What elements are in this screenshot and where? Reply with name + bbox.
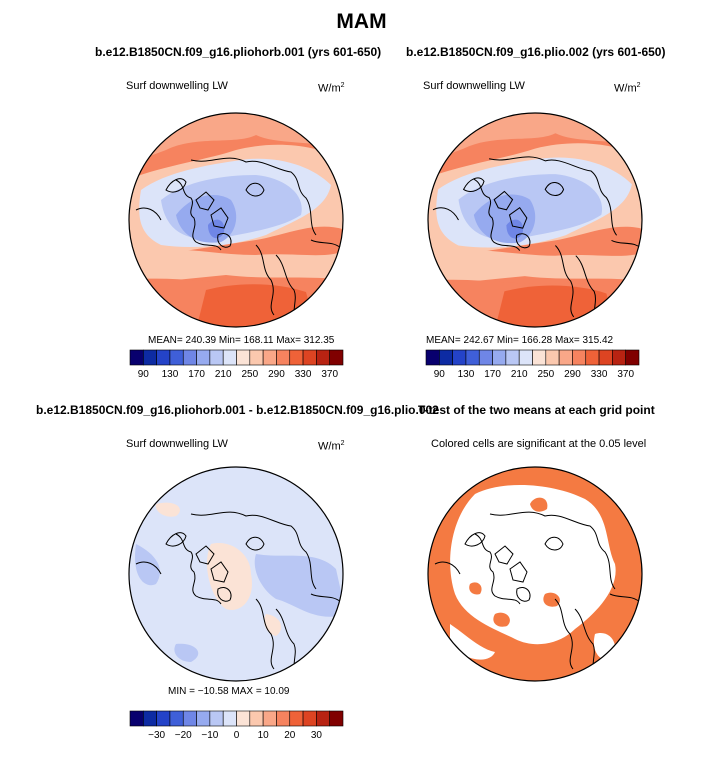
- panel-1-variable-label: Surf downwelling LW: [126, 80, 228, 92]
- panel-2-colorbar: 90 130 170 210 250 290 330 370: [425, 349, 640, 380]
- colorbar-box: [558, 349, 573, 366]
- colorbar-box: [518, 349, 533, 366]
- colorbar-box: [532, 349, 547, 366]
- colorbar-box: [143, 349, 157, 366]
- colorbar-tick-label: 130: [162, 369, 179, 380]
- colorbar-tick-label: 250: [241, 369, 258, 380]
- colorbar-box: [289, 710, 304, 727]
- colorbar-box: [545, 349, 560, 366]
- colorbar-tick-label: 30: [311, 730, 323, 741]
- colorbar-box: [196, 349, 211, 366]
- colorbar-box: [276, 710, 291, 727]
- colorbar-tick-label: 0: [234, 730, 240, 741]
- colorbar-box: [236, 710, 251, 727]
- colorbar-box: [276, 349, 291, 366]
- panel-3-colorbar: −30 −20 −10 0 10 20 30: [129, 710, 344, 741]
- colorbar-box: [439, 349, 453, 366]
- colorbar-box: [465, 349, 480, 366]
- colorbar-tick-label: 290: [564, 369, 581, 380]
- colorbar-box: [302, 349, 317, 366]
- colorbar-tick-label: 370: [321, 369, 338, 380]
- panel-3-unit-label: W/m2: [318, 440, 345, 453]
- colorbar-tick-label: −10: [201, 730, 218, 741]
- panel-1-stats: MEAN= 240.39 Min= 168.11 Max= 312.35: [148, 335, 335, 346]
- colorbar-box: [156, 349, 171, 366]
- colorbar-box: [209, 349, 224, 366]
- colorbar-tick-label: 20: [284, 730, 296, 741]
- colorbar-tick-label: 250: [537, 369, 554, 380]
- colorbar-box: [222, 710, 237, 727]
- colorbar-box: [129, 710, 144, 727]
- colorbar-tick-label: 170: [484, 369, 501, 380]
- panel-1-title: b.e12.B1850CN.f09_g16.pliohorb.001 (yrs …: [95, 45, 382, 59]
- colorbar-box: [572, 349, 587, 366]
- colorbar-box: [209, 710, 224, 727]
- colorbar-box: [478, 349, 493, 366]
- panel-4-note: Colored cells are significant at the 0.0…: [431, 438, 647, 450]
- figure-title: MAM: [336, 10, 387, 33]
- colorbar-box: [143, 710, 157, 727]
- panel-2-unit-label: W/m2: [614, 82, 641, 95]
- colorbar-box: [625, 349, 640, 366]
- colorbar-tick-label: 290: [268, 369, 285, 380]
- colorbar-box: [182, 710, 197, 727]
- colorbar-tick-label: 370: [617, 369, 634, 380]
- colorbar-box: [169, 710, 184, 727]
- colorbar-box: [316, 710, 330, 727]
- colorbar-box: [249, 349, 264, 366]
- colorbar-box: [492, 349, 507, 366]
- colorbar-tick-label: −30: [148, 730, 165, 741]
- panel-2-variable-label: Surf downwelling LW: [423, 80, 525, 92]
- panel-1-map: [128, 112, 344, 328]
- panel-1-unit-label: W/m2: [318, 82, 345, 95]
- colorbar-tick-label: −20: [175, 730, 192, 741]
- colorbar-tick-label: 90: [138, 369, 150, 380]
- colorbar-box: [236, 349, 251, 366]
- colorbar-box: [182, 349, 197, 366]
- colorbar-box: [316, 349, 330, 366]
- panel-2-stats: MEAN= 242.67 Min= 166.28 Max= 315.42: [426, 335, 614, 346]
- colorbar-box: [505, 349, 520, 366]
- panel-4-map: [427, 466, 643, 682]
- panel-3-map: [128, 466, 344, 682]
- colorbar-tick-label: 330: [591, 369, 608, 380]
- colorbar-tick-label: 90: [434, 369, 446, 380]
- colorbar-box: [302, 710, 317, 727]
- panel-2-map: [427, 112, 643, 328]
- colorbar-tick-label: 170: [188, 369, 205, 380]
- colorbar-tick-label: 210: [511, 369, 528, 380]
- panel-2-title: b.e12.B1850CN.f09_g16.plio.002 (yrs 601-…: [406, 45, 666, 59]
- colorbar-box: [452, 349, 467, 366]
- colorbar-tick-label: 330: [295, 369, 312, 380]
- colorbar-box: [585, 349, 600, 366]
- panel-3-title: b.e12.B1850CN.f09_g16.pliohorb.001 - b.e…: [36, 403, 439, 417]
- colorbar-tick-label: 10: [258, 730, 270, 741]
- colorbar-box: [262, 710, 277, 727]
- panel-4-title: T-test of the two means at each grid poi…: [418, 403, 655, 417]
- colorbar-box: [329, 349, 344, 366]
- colorbar-box: [612, 349, 626, 366]
- panel-3-variable-label: Surf downwelling LW: [126, 438, 228, 450]
- colorbar-box: [222, 349, 237, 366]
- colorbar-box: [169, 349, 184, 366]
- colorbar-box: [289, 349, 304, 366]
- colorbar-box: [425, 349, 440, 366]
- colorbar-box: [329, 710, 344, 727]
- colorbar-tick-label: 130: [458, 369, 475, 380]
- colorbar-box: [129, 349, 144, 366]
- colorbar-box: [196, 710, 211, 727]
- colorbar-box: [249, 710, 264, 727]
- colorbar-tick-label: 210: [215, 369, 232, 380]
- colorbar-box: [262, 349, 277, 366]
- colorbar-box: [598, 349, 613, 366]
- panel-3-stats: MIN = −10.58 MAX = 10.09: [168, 686, 290, 697]
- panel-1-colorbar: 90 130 170 210 250 290 330 370: [129, 349, 344, 380]
- colorbar-box: [156, 710, 171, 727]
